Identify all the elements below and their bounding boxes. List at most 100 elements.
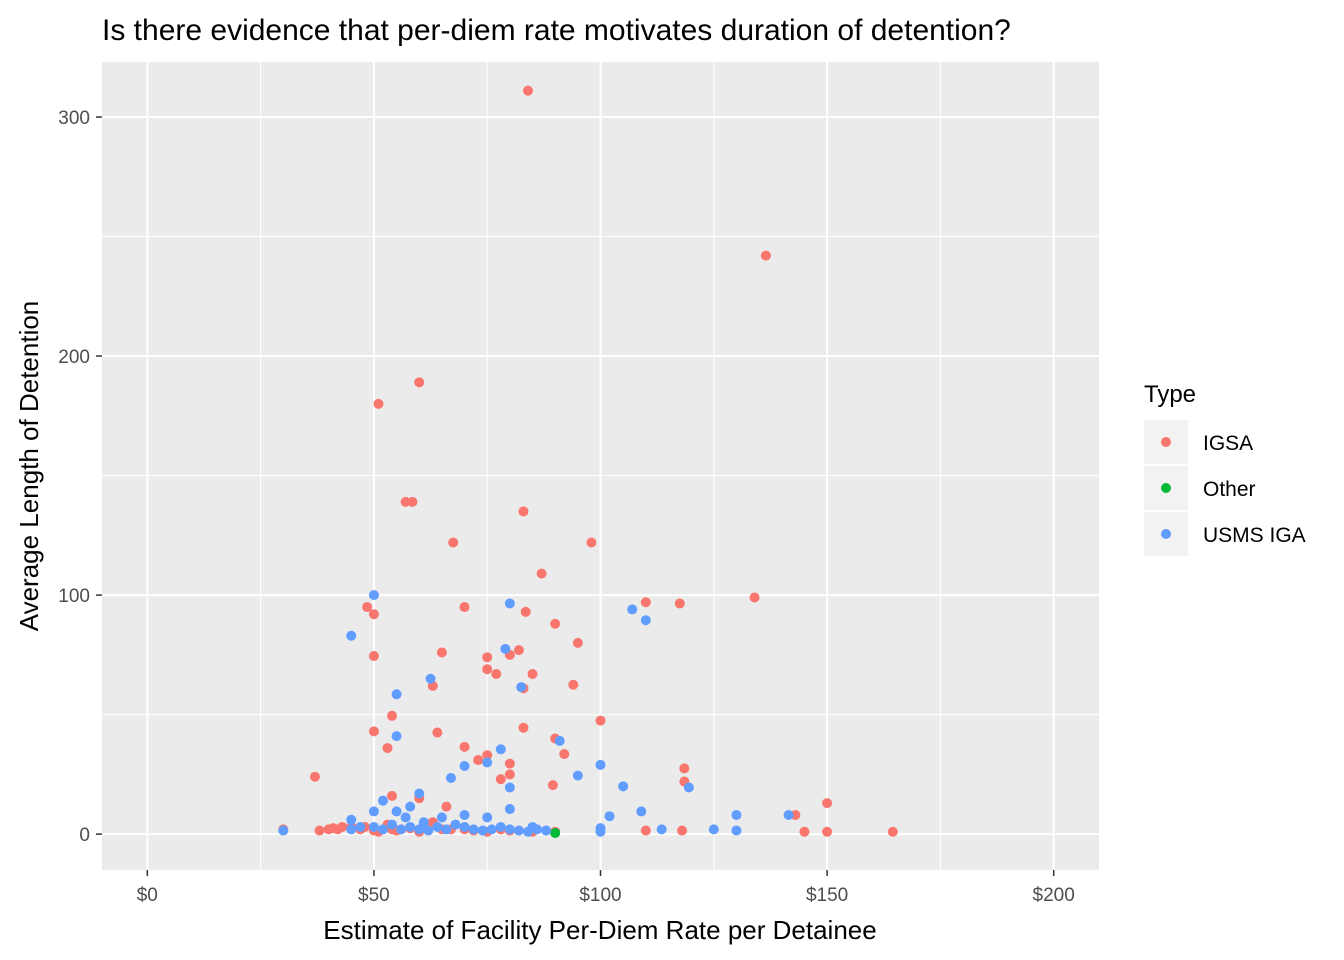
- usms-iga-point: [346, 630, 357, 641]
- usms-iga-point: [445, 772, 456, 783]
- igsa-point: [527, 668, 538, 679]
- igsa-point: [368, 726, 379, 737]
- igsa-point: [547, 780, 558, 791]
- usms-iga-point: [436, 812, 447, 823]
- x-tick-label: $150: [806, 885, 848, 906]
- igsa-point: [309, 771, 320, 782]
- igsa-point: [536, 568, 547, 579]
- igsa-point: [572, 637, 583, 648]
- legend-title: Type: [1144, 381, 1196, 408]
- usms-iga-point: [423, 825, 434, 836]
- legend-items: IGSA Other USMS IGA: [1144, 420, 1306, 556]
- y-tick-label: 100: [58, 586, 90, 607]
- x-axis-title: Estimate of Facility Per-Diem Rate per D…: [323, 915, 876, 945]
- y-tick-label: 200: [58, 347, 90, 368]
- usms-iga-point: [468, 824, 479, 835]
- usms-iga-point: [441, 824, 452, 835]
- major-gridlines: [102, 62, 1099, 870]
- igsa-point: [799, 826, 810, 837]
- igsa-point: [448, 537, 459, 548]
- usms-iga-point: [482, 812, 493, 823]
- usms-iga-point: [278, 825, 289, 836]
- igsa-point: [373, 398, 384, 409]
- legend-label-other: Other: [1203, 478, 1256, 501]
- usms-iga-point: [504, 824, 515, 835]
- igsa-point: [887, 826, 898, 837]
- usms-iga-point: [495, 744, 506, 755]
- igsa-point: [362, 602, 373, 613]
- usms-iga-point: [516, 682, 527, 693]
- usms-iga-point: [731, 810, 742, 821]
- igsa-point: [674, 598, 685, 609]
- igsa-point: [568, 679, 579, 690]
- y-axis-ticks: 0 100 200 300: [58, 108, 102, 846]
- usms-iga-point: [595, 759, 606, 770]
- igsa-point: [595, 715, 606, 726]
- usms-iga-point: [391, 731, 402, 742]
- usms-iga-point: [459, 821, 470, 832]
- usms-iga-point: [500, 643, 511, 654]
- legend-label-igsa: IGSA: [1203, 432, 1253, 455]
- igsa-point: [368, 609, 379, 620]
- igsa-point: [436, 647, 447, 658]
- usms-iga-point: [346, 814, 357, 825]
- usms-iga-point: [450, 819, 461, 830]
- usms-iga-point: [783, 810, 794, 821]
- usms-iga-point: [640, 615, 651, 626]
- usms-iga-point: [391, 689, 402, 700]
- usms-iga-point: [541, 825, 552, 836]
- usms-iga-point: [355, 821, 366, 832]
- igsa-point: [387, 710, 398, 721]
- x-tick-label: $200: [1033, 885, 1075, 906]
- usms-iga-point: [522, 826, 533, 837]
- usms-iga-point: [636, 806, 647, 817]
- y-tick-label: 0: [79, 825, 90, 846]
- igsa-point: [495, 774, 506, 785]
- legend-label-usms-iga: USMS IGA: [1203, 524, 1306, 547]
- igsa-point: [518, 506, 529, 517]
- usms-iga-point: [459, 810, 470, 821]
- igsa-point: [473, 755, 484, 766]
- usms-iga-point: [731, 825, 742, 836]
- usms-iga-point: [683, 782, 694, 793]
- usms-iga-point: [504, 804, 515, 815]
- usms-iga-point: [656, 824, 667, 835]
- usms-iga-point: [391, 806, 402, 817]
- usms-iga-point: [554, 735, 565, 746]
- usms-iga-point: [377, 824, 388, 835]
- usms-iga-point: [532, 824, 543, 835]
- usms-iga-point: [486, 824, 497, 835]
- igsa-point: [550, 618, 561, 629]
- usms-iga-point: [405, 821, 416, 832]
- usms-iga-point: [400, 812, 411, 823]
- legend: Type IGSA Other USMS IGA: [1144, 381, 1306, 556]
- igsa-point: [760, 250, 771, 261]
- igsa-point: [368, 651, 379, 662]
- usms-iga-point: [414, 788, 425, 799]
- usms-iga-point: [368, 806, 379, 817]
- legend-marker-other: [1161, 483, 1171, 493]
- x-tick-label: $0: [137, 885, 158, 906]
- igsa-point: [491, 668, 502, 679]
- usms-iga-point: [495, 821, 506, 832]
- igsa-point: [749, 592, 760, 603]
- legend-marker-usms-iga: [1161, 529, 1171, 539]
- usms-iga-point: [418, 817, 429, 828]
- igsa-point: [382, 743, 393, 754]
- usms-iga-point: [405, 801, 416, 812]
- igsa-point: [337, 821, 348, 832]
- usms-iga-point: [368, 821, 379, 832]
- igsa-point: [441, 801, 452, 812]
- other-point: [550, 827, 561, 838]
- usms-iga-point: [346, 824, 357, 835]
- data-points: [278, 85, 898, 838]
- igsa-point: [432, 727, 443, 738]
- igsa-point: [640, 597, 651, 608]
- usms-iga-point: [459, 761, 470, 772]
- igsa-point: [679, 763, 690, 774]
- igsa-point: [513, 645, 524, 656]
- usms-iga-point: [477, 825, 488, 836]
- igsa-point: [504, 769, 515, 780]
- usms-iga-point: [504, 782, 515, 793]
